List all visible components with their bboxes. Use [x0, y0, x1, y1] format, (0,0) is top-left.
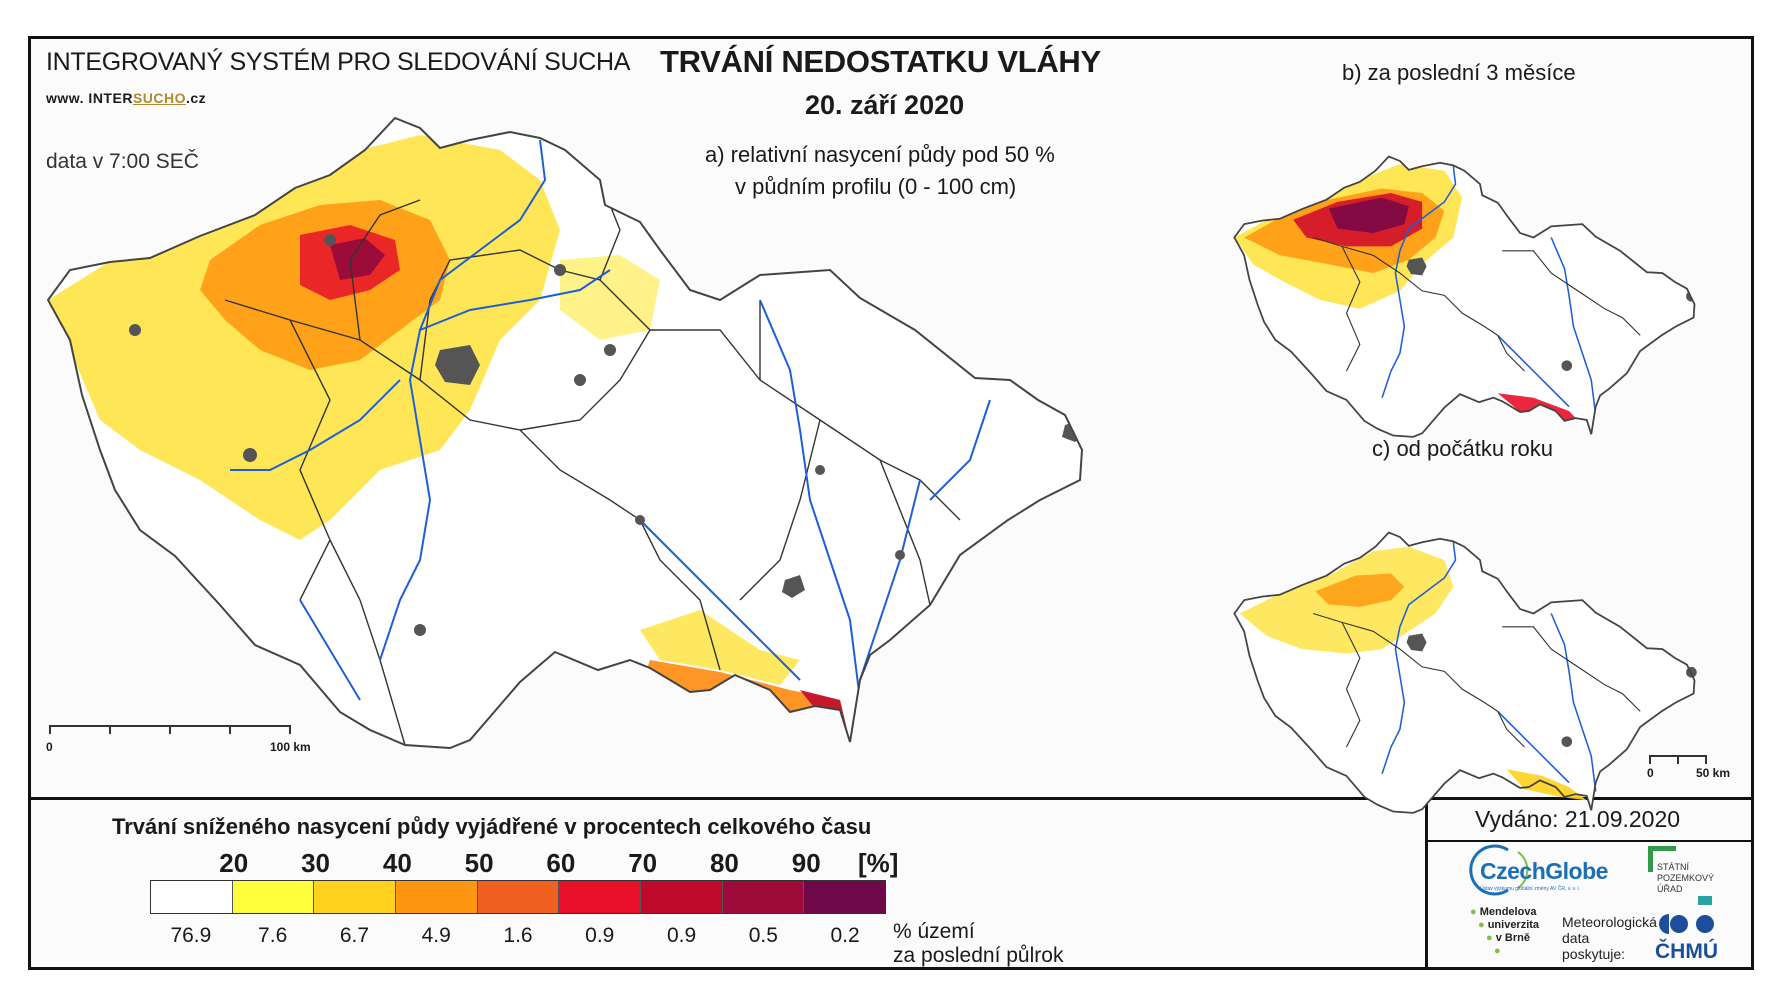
legend-swatch — [151, 881, 233, 913]
data-time: data v 7:00 SEČ — [46, 150, 199, 173]
legend-threshold-label: 30 — [301, 848, 331, 878]
meteo-note: Meteorologická data poskytuje: — [1562, 914, 1657, 962]
legend-unit: [%] — [858, 848, 899, 878]
meteo-line2: data — [1562, 930, 1590, 946]
legend-swatch — [804, 881, 886, 913]
city-karlovy-vary — [129, 324, 141, 336]
c-drought-south — [1506, 769, 1587, 801]
drought-zone-darkred — [330, 238, 385, 280]
legend-threshold-label: 20 — [219, 848, 249, 878]
legend-swatch — [314, 881, 397, 913]
chmu-logo-icon — [1659, 914, 1714, 934]
legend-area-share: 0.9 — [666, 924, 697, 947]
website-suffix: .cz — [186, 90, 207, 106]
b-drought-darkred — [1328, 197, 1409, 234]
panel-b-map — [1233, 155, 1696, 438]
city-plzen — [243, 448, 257, 462]
issued-date: Vydáno: 21.09.2020 — [1475, 806, 1681, 832]
share-label-1: % území — [893, 920, 975, 943]
legend-area-share: 4.9 — [421, 924, 451, 947]
legend-swatch — [232, 881, 315, 913]
website-prefix: www. INTER — [46, 90, 133, 106]
legend-threshold-label: 40 — [382, 848, 412, 878]
chmu-name: ČHMÚ — [1655, 940, 1718, 963]
small-scale-end: 50 km — [1696, 766, 1731, 780]
mendel-line2: univerzita — [1487, 919, 1540, 931]
legend-area-share: 1.6 — [503, 924, 533, 947]
legend-area-share: 76.9 — [170, 924, 212, 947]
panel-c-map — [1233, 531, 1697, 814]
city-pardubice — [574, 374, 586, 386]
city-zlin — [895, 550, 905, 560]
small-scale-bar — [1649, 755, 1707, 764]
legend-swatch — [722, 881, 805, 913]
main-scale-bar — [49, 725, 291, 734]
city-hradec — [604, 344, 616, 356]
legend-threshold-label: 70 — [628, 848, 658, 878]
legend-area-share: 0.2 — [830, 924, 860, 947]
legend-swatch — [641, 881, 723, 913]
city-prague — [435, 345, 480, 385]
legend-threshold-label: 50 — [464, 848, 494, 878]
czechglobe-name: CzechGlobe — [1480, 858, 1608, 884]
legend-colorbar — [150, 880, 886, 914]
website-highlight: SUCHO — [132, 90, 186, 106]
legend-swatch — [477, 881, 560, 913]
legend-threshold-label: 80 — [709, 848, 739, 878]
map-title: TRVÁNÍ NEDOSTATKU VLÁHY — [660, 44, 1101, 79]
main-scale-zero: 0 — [46, 740, 53, 754]
legend-title: Trvání sníženého nasycení půdy vyjádřené… — [112, 814, 872, 839]
main-scale-end: 100 km — [270, 740, 311, 754]
meteo-line1: Meteorologická — [1562, 914, 1657, 930]
city-budejovice — [414, 624, 426, 636]
czechglobe-subtitle: Ústav výzkumu globální změny AV ČR, v. v… — [1480, 886, 1581, 892]
spu-name: STÁTNÍ POZEMKOVÝ ÚŘAD — [1657, 862, 1714, 895]
city-jihlava — [635, 515, 645, 525]
panel-a-caption-line2: v půdním profilu (0 - 100 cm) — [735, 174, 1017, 199]
spu-line3: ÚŘAD — [1657, 884, 1683, 894]
share-label-2: za poslední půlrok — [893, 944, 1064, 967]
drought-zone-south-yellow — [640, 610, 800, 685]
system-name: INTEGROVANÝ SYSTÉM PRO SLEDOVÁNÍ SUCHA — [46, 48, 631, 76]
small-scale-zero: 0 — [1647, 766, 1654, 780]
footer-divider — [1425, 797, 1428, 970]
czechglobe-logo — [1469, 844, 1529, 896]
legend-swatch — [559, 881, 642, 913]
rivers — [230, 139, 991, 701]
panel-a-caption-line1: a) relativní nasycení půdy pod 50 % — [705, 142, 1055, 167]
cities — [129, 234, 1082, 636]
mendel-line1: Mendelova — [1479, 906, 1537, 918]
c-drought-orange — [1315, 573, 1405, 607]
legend-area-share: 0.5 — [748, 924, 778, 947]
mendel-line3: v Brně — [1495, 932, 1530, 944]
legend-threshold-label: 90 — [791, 848, 821, 878]
legend-swatch — [396, 881, 478, 913]
legend-threshold-label: 60 — [546, 848, 576, 878]
issued-divider — [1428, 840, 1754, 842]
meteo-line3: poskytuje: — [1562, 946, 1626, 962]
website-link[interactable]: www. INTERSUCHO.cz — [46, 90, 206, 106]
panel-a-map — [47, 117, 1083, 749]
map-date: 20. září 2020 — [805, 90, 965, 120]
city-usti — [324, 234, 336, 246]
legend-area-share: 6.7 — [339, 924, 370, 947]
legend-divider — [28, 797, 1754, 800]
spu-line2: POZEMKOVÝ — [1657, 873, 1715, 883]
spu-line1: STÁTNÍ — [1657, 862, 1690, 872]
legend-area-share: 0.9 — [585, 924, 615, 947]
city-olomouc — [815, 465, 825, 475]
spu-logo-icon — [1648, 846, 1712, 905]
region-borders — [224, 179, 961, 746]
city-brno — [782, 575, 805, 598]
mendel-logo: ● Mendelova ● univerzita ● v Brně ● — [1470, 906, 1540, 957]
panel-c-caption: c) od počátku roku — [1372, 436, 1553, 461]
panel-b-caption: b) za poslední 3 měsíce — [1342, 60, 1576, 85]
legend-area-share: 7.6 — [258, 924, 288, 947]
city-liberec — [554, 264, 566, 276]
